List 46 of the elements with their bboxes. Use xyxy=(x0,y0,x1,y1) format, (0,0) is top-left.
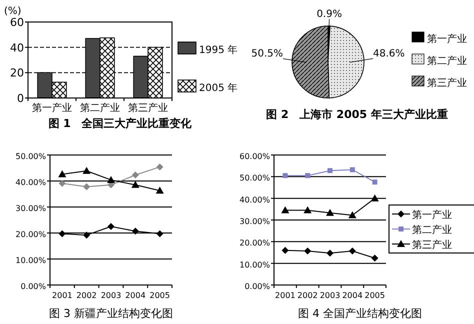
y-tick-label: 60 xyxy=(10,16,24,29)
y-tick-label: 40 xyxy=(10,41,24,54)
y-tick-label: 40.00% xyxy=(239,195,270,204)
y-tick-label: 10.00% xyxy=(239,260,270,270)
y-tick-label: 20 xyxy=(10,66,24,80)
x-tick-label: 2003 xyxy=(100,291,122,300)
y-tick-label: 0.00% xyxy=(244,282,270,291)
x-tick-label: 2001 xyxy=(52,291,72,300)
legend-label: 第三产业 xyxy=(427,77,467,89)
legend-label: 第一产业 xyxy=(412,209,452,221)
text: 图 3 新疆产业结构变化图 xyxy=(49,307,173,320)
y-tick-label: 20.00% xyxy=(15,230,46,239)
x-tick-label: 2002 xyxy=(297,291,318,300)
x-tick-label: 第二产业 xyxy=(80,102,120,114)
x-tick-label: 2004 xyxy=(342,291,363,300)
text: 图 2 上海市 2005 年三大产业比重 xyxy=(266,108,448,121)
data-label: 0.9% xyxy=(316,9,342,20)
y-tick-label: 0 xyxy=(17,92,24,105)
text: 图 4 全国产业结构变化图 xyxy=(298,307,422,320)
x-tick-label: 第一产业 xyxy=(32,102,72,114)
y-tick-label: 60.00% xyxy=(239,152,270,161)
x-tick-label: 2001 xyxy=(275,291,296,300)
data-label: 50.5% xyxy=(251,48,284,60)
legend-label: 第一产业 xyxy=(427,33,467,45)
legend-label: 第三产业 xyxy=(412,239,452,251)
x-tick-label: 2005 xyxy=(150,291,170,300)
x-tick-label: 2002 xyxy=(76,291,97,300)
y-axis-title: (%) xyxy=(4,6,22,17)
text: 图 1 全国三大产业比重变化 xyxy=(48,117,193,130)
y-tick-label: 50.00% xyxy=(15,152,46,161)
y-tick-label: 30.00% xyxy=(239,217,270,226)
legend-label: 第二产业 xyxy=(427,55,467,67)
legend-label: 2005 年 xyxy=(199,82,238,94)
y-tick-label: 50.00% xyxy=(239,174,270,183)
x-tick-label: 2004 xyxy=(125,291,146,300)
x-tick-label: 第三产业 xyxy=(128,102,168,114)
y-tick-label: 0.00% xyxy=(20,282,46,291)
y-tick-label: 40.00% xyxy=(15,178,46,187)
data-label: 48.6% xyxy=(372,48,405,60)
y-tick-label: 30.00% xyxy=(15,204,46,213)
x-tick-label: 2003 xyxy=(320,291,340,300)
legend-label: 1995 年 xyxy=(199,44,238,56)
y-tick-label: 10.00% xyxy=(15,256,46,265)
x-tick-label: 2005 xyxy=(364,291,385,300)
y-tick-label: 20.00% xyxy=(239,238,270,248)
legend-label: 第二产业 xyxy=(412,224,452,236)
